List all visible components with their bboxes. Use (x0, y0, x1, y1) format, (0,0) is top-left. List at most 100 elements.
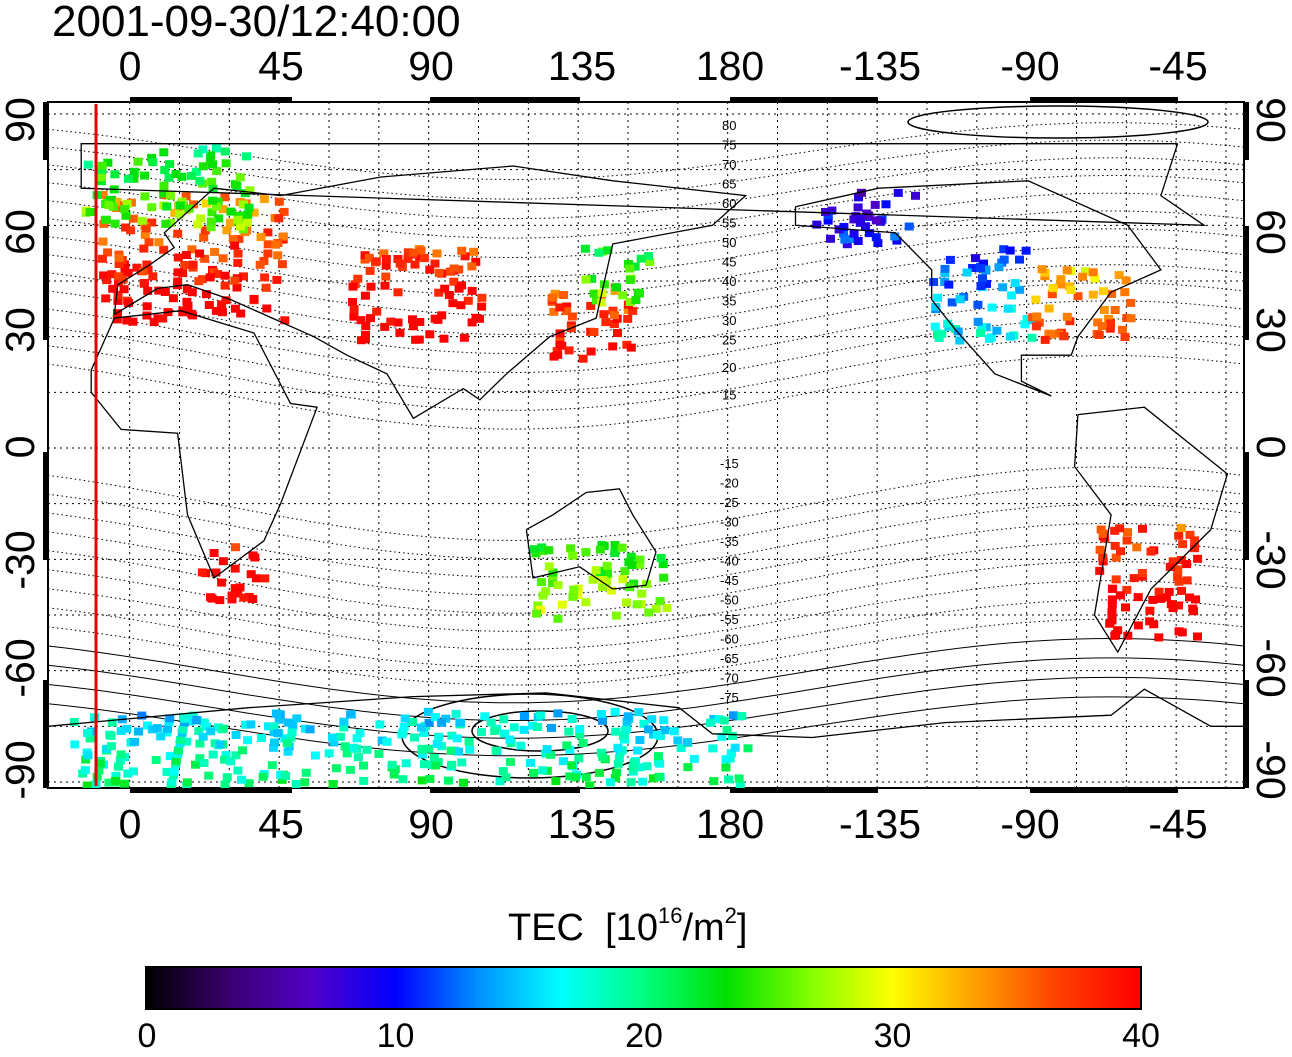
tec-cell (142, 260, 152, 269)
tec-cell (114, 260, 124, 268)
tec-cell (239, 272, 248, 281)
tec-cell (139, 244, 149, 253)
longitude-label: 180 (695, 801, 765, 847)
tec-cell (417, 776, 427, 785)
frame-tick (1030, 97, 1178, 102)
tec-cell (220, 780, 230, 788)
tec-cell (743, 744, 753, 753)
tec-cell (595, 545, 605, 554)
tec-cell (930, 322, 940, 331)
tec-cell (589, 289, 599, 298)
magnetic-contour (48, 157, 1244, 220)
contour-label: 60 (722, 196, 736, 211)
tec-cell (147, 153, 157, 162)
magnetic-contour (48, 696, 1244, 757)
tec-cell (505, 735, 515, 744)
tec-cell (211, 306, 221, 315)
tec-cell (673, 736, 683, 745)
tec-cell (610, 541, 620, 549)
tec-cell (645, 258, 655, 266)
tec-cell (1047, 290, 1057, 299)
tec-cell (165, 752, 175, 761)
tec-cell (348, 282, 358, 291)
tec-cell (929, 278, 939, 286)
tec-cell (182, 778, 192, 787)
tec-cell (210, 247, 220, 256)
colorbar-tick-label: 0 (137, 1017, 157, 1055)
tec-cell (111, 776, 121, 785)
tec-cell (980, 265, 990, 274)
tec-cell (486, 718, 496, 727)
tec-cell (206, 223, 216, 232)
tec-cell (449, 277, 459, 286)
latitude-label: 90 (1248, 97, 1292, 143)
tec-cell (620, 567, 630, 576)
tec-cell (301, 768, 311, 777)
tec-cell (114, 253, 124, 262)
tec-cell (870, 200, 880, 209)
tec-cell (1005, 246, 1015, 255)
tec-cell (1056, 280, 1066, 289)
tec-cell (610, 773, 620, 782)
tec-cell (706, 718, 715, 727)
tec-cell (456, 301, 466, 310)
tec-cell (628, 763, 638, 772)
tec-cell (467, 286, 477, 295)
magnetic-contour (48, 503, 1244, 578)
tec-cell (230, 304, 240, 313)
tec-cell (619, 731, 629, 740)
tec-cell (270, 738, 279, 747)
tec-cell (1048, 284, 1058, 293)
tec-cell (95, 759, 105, 768)
tec-cell (1126, 314, 1136, 323)
tec-cell (532, 609, 542, 618)
tec-cell (611, 727, 621, 736)
tec-cell (1059, 332, 1069, 341)
tec-cell (495, 777, 505, 786)
tec-cell (137, 711, 147, 720)
tec-cell (1149, 620, 1159, 629)
tec-cell (1133, 621, 1143, 630)
tec-cell (839, 222, 849, 231)
tec-cell (553, 350, 563, 359)
tec-cell (708, 744, 718, 753)
tec-cell (263, 249, 273, 258)
frame-tick (130, 788, 292, 793)
tec-cell (477, 293, 487, 302)
tec-cell (196, 214, 206, 223)
tec-cell (403, 254, 413, 263)
tec-cell (982, 279, 991, 288)
tec-cell (642, 762, 652, 771)
map-timestamp-title: 2001-09-30/12:40:00 (52, 0, 461, 46)
tec-cell (864, 229, 874, 238)
tec-cell (1168, 557, 1178, 566)
latitude-label: -30 (0, 530, 43, 590)
contour-label: -50 (720, 593, 739, 608)
tec-cell (148, 158, 158, 167)
tec-cell (533, 723, 543, 731)
tec-cell (994, 263, 1004, 272)
tec-cell (1111, 553, 1121, 562)
tec-cell (220, 147, 230, 156)
magnetic-contour (48, 485, 1244, 560)
coastline-path (90, 310, 318, 579)
tec-cell (387, 760, 397, 769)
tec-cell (123, 769, 133, 778)
tec-cell (1107, 289, 1117, 298)
tec-cell (158, 314, 168, 323)
tec-cell (107, 718, 117, 727)
tec-cell (618, 575, 628, 584)
tec-cell (610, 707, 620, 716)
tec-cell (113, 296, 123, 305)
tec-cell (144, 238, 154, 247)
tec-cell (617, 543, 627, 552)
tec-cell (173, 268, 183, 277)
contour-label: -20 (720, 476, 739, 491)
tec-cell (460, 252, 470, 261)
tec-cell (598, 576, 608, 584)
tec-cell (709, 777, 719, 786)
tec-cell (142, 311, 152, 320)
tec-cell (597, 298, 606, 307)
tec-cell (106, 731, 116, 740)
tec-cell (226, 757, 236, 766)
